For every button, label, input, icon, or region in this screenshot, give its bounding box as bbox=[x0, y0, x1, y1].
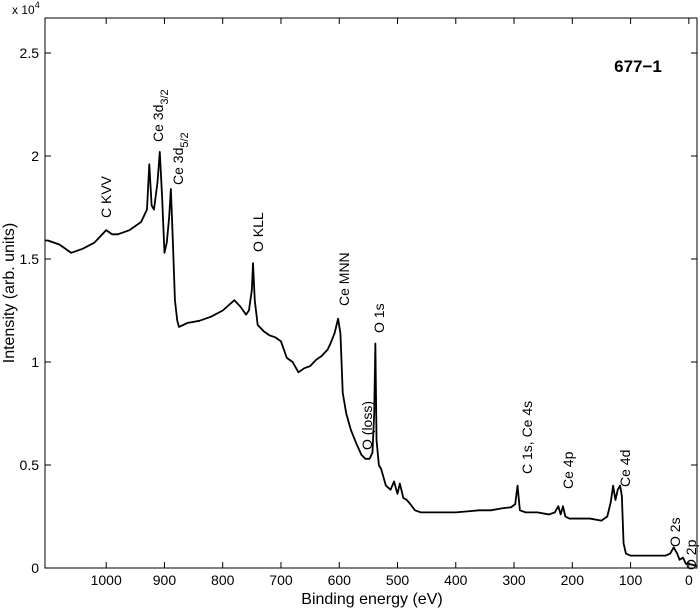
y-tick-label: 2 bbox=[31, 148, 39, 164]
peak-label: Ce 4p bbox=[560, 451, 576, 489]
x-axis-label: Binding energy (eV) bbox=[301, 591, 442, 608]
peak-label-text: Ce 4p bbox=[560, 451, 576, 489]
peak-label: C 1s, Ce 4s bbox=[519, 401, 535, 474]
plot-frame bbox=[44, 17, 698, 569]
chart-title: 677−1 bbox=[614, 57, 662, 76]
peak-label: O 2s bbox=[667, 517, 683, 547]
peak-label-sub: 3/2 bbox=[159, 89, 171, 104]
x-tick-label: 100 bbox=[619, 572, 643, 588]
x-tick-label: 900 bbox=[153, 572, 177, 588]
peak-label-text: C KVV bbox=[98, 175, 114, 218]
x-tick-label: 0 bbox=[685, 572, 693, 588]
multiplier-base: x 10 bbox=[12, 3, 35, 17]
peak-label-text: O 1s bbox=[371, 303, 387, 333]
peak-label: O 2p bbox=[683, 539, 699, 570]
x-tick-label: 800 bbox=[211, 572, 235, 588]
y-tick-label: 0 bbox=[31, 560, 39, 576]
peak-label-text: O KLL bbox=[250, 212, 266, 252]
y-tick-label: 1 bbox=[31, 354, 39, 370]
peak-label-text: O (loss) bbox=[359, 401, 375, 450]
y-multiplier: x 104 bbox=[12, 0, 40, 17]
spectrum-line bbox=[45, 151, 698, 567]
peak-label: O KLL bbox=[250, 212, 266, 252]
x-tick-label: 600 bbox=[328, 572, 352, 588]
y-tick-label: 0.5 bbox=[20, 457, 40, 473]
peak-label: Ce 4d bbox=[617, 450, 633, 487]
x-tick-label: 200 bbox=[561, 572, 585, 588]
peak-label: Ce 3d5/2 bbox=[170, 132, 191, 185]
peak-label-text: Ce MNN bbox=[336, 252, 352, 306]
peak-label: C KVV bbox=[98, 175, 114, 218]
multiplier-exponent: 4 bbox=[35, 0, 40, 10]
peak-label: O 1s bbox=[371, 303, 387, 333]
peak-label-text: Ce 3d bbox=[150, 105, 166, 142]
peak-label-text: C 1s, Ce 4s bbox=[519, 401, 535, 474]
peak-label-text: O 2s bbox=[667, 517, 683, 547]
peak-label: O (loss) bbox=[359, 401, 375, 450]
x-tick-label: 700 bbox=[269, 572, 293, 588]
y-tick-label: 1.5 bbox=[20, 251, 40, 267]
peak-label-text: Ce 4d bbox=[617, 450, 633, 487]
y-tick-label: 2.5 bbox=[20, 45, 40, 61]
peak-label-text: O 2p bbox=[683, 539, 699, 570]
peak-label-text: Ce 3d bbox=[170, 148, 186, 185]
x-tick-label: 400 bbox=[444, 572, 468, 588]
peak-label: Ce MNN bbox=[336, 252, 352, 306]
x-tick-label: 1000 bbox=[91, 572, 122, 588]
x-tick-label: 500 bbox=[386, 572, 410, 588]
peak-label-sub: 5/2 bbox=[179, 132, 191, 147]
peak-label: Ce 3d3/2 bbox=[150, 89, 171, 142]
x-tick-label: 300 bbox=[502, 572, 526, 588]
y-axis-label: Intensity (arb. units) bbox=[1, 223, 18, 364]
